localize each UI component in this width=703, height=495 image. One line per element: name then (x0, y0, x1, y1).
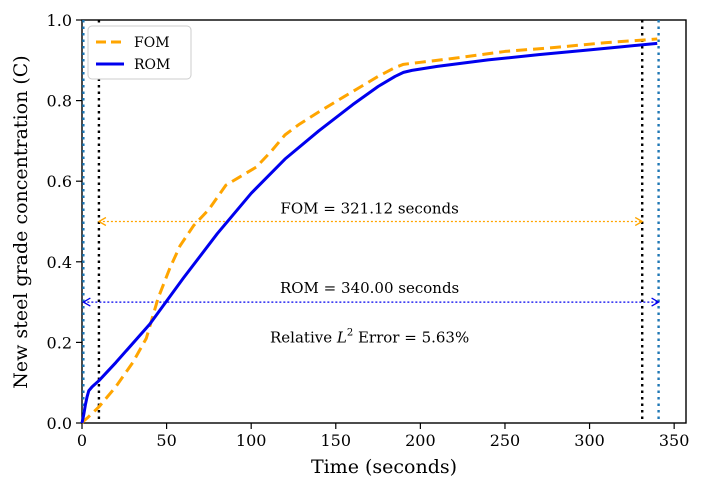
x-tick-label: 0 (77, 431, 87, 450)
y-tick-label: 1.0 (47, 11, 72, 30)
arrow-head-right (651, 297, 660, 307)
x-tick-label: 150 (321, 431, 352, 450)
y-axis-label: New steel grade concentration (C) (10, 55, 32, 388)
y-tick-label: 0.6 (47, 172, 72, 191)
x-tick-label: 100 (236, 431, 267, 450)
error-exponent: 2 (347, 327, 353, 338)
legend-box (87, 25, 192, 80)
x-tick-label: 350 (659, 431, 690, 450)
relative-error-annotation: Relative L2 Error = 5.63% (270, 327, 469, 346)
axis-ticks: 0 50 100 150 200 250 300 350 0.0 0.2 0.4 0.6 0.8 1.0 (47, 11, 690, 450)
y-tick-label: 0.2 (47, 333, 72, 352)
legend-label-rom: ROM (134, 57, 170, 73)
error-prefix: Relative (270, 328, 337, 346)
error-symbol: L (336, 328, 347, 346)
arrow-fom-span (97, 216, 644, 227)
rom-duration-annotation: ROM = 340.00 seconds (280, 279, 459, 297)
arrow-head-right (634, 216, 644, 227)
x-tick-label: 200 (405, 431, 436, 450)
x-axis-label: Time (seconds) (311, 456, 457, 478)
x-tick-label: 250 (490, 431, 521, 450)
legend-label-fom: FOM (134, 35, 170, 51)
y-tick-label: 0.8 (47, 92, 72, 111)
plot-area-frame (81, 19, 687, 424)
series-line-rom (80, 41, 658, 424)
y-tick-label: 0.0 (47, 414, 72, 433)
arrow-rom-span (82, 297, 660, 307)
arrow-head-left (97, 216, 107, 227)
error-suffix: Error = 5.63% (353, 328, 469, 346)
fom-duration-annotation: FOM = 321.12 seconds (280, 199, 458, 217)
data-series (80, 37, 658, 424)
y-tick-label: 0.4 (47, 253, 72, 272)
duration-arrows (82, 216, 660, 307)
x-tick-label: 50 (156, 431, 176, 450)
arrow-head-left (82, 297, 91, 307)
series-line-fom (80, 37, 658, 424)
legend: FOM ROM (87, 25, 192, 80)
x-tick-label: 300 (574, 431, 605, 450)
